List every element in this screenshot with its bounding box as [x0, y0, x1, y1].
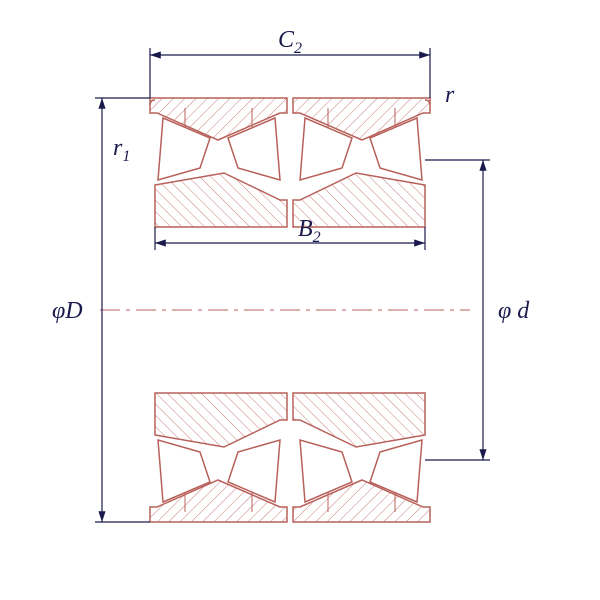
label-phiD: φD: [52, 298, 83, 324]
inner-ring-bottom: [155, 393, 425, 447]
labels: C2 r r1 B2 φD φ d: [52, 27, 530, 324]
inner-ring-top: [155, 173, 425, 227]
dimensions: [95, 48, 490, 522]
bearing-cross-section-diagram: C2 r r1 B2 φD φ d: [0, 0, 600, 600]
label-C2: C2: [278, 27, 302, 57]
dim-B2: [155, 227, 425, 250]
dim-C2: [150, 48, 430, 98]
label-r: r: [445, 82, 455, 108]
label-phid: φ d: [498, 298, 530, 324]
label-r1: r1: [113, 135, 130, 165]
